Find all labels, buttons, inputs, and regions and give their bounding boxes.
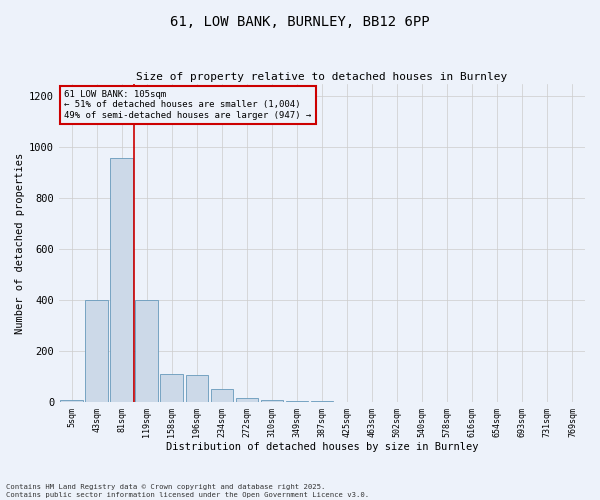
Bar — [236, 398, 258, 402]
Text: 61 LOW BANK: 105sqm
← 51% of detached houses are smaller (1,004)
49% of semi-det: 61 LOW BANK: 105sqm ← 51% of detached ho… — [64, 90, 311, 120]
Bar — [260, 400, 283, 402]
Bar — [160, 374, 183, 402]
Bar — [286, 401, 308, 402]
Text: 61, LOW BANK, BURNLEY, BB12 6PP: 61, LOW BANK, BURNLEY, BB12 6PP — [170, 15, 430, 29]
Title: Size of property relative to detached houses in Burnley: Size of property relative to detached ho… — [136, 72, 508, 82]
Y-axis label: Number of detached properties: Number of detached properties — [15, 152, 25, 334]
X-axis label: Distribution of detached houses by size in Burnley: Distribution of detached houses by size … — [166, 442, 478, 452]
Bar — [185, 376, 208, 402]
Bar — [311, 401, 333, 402]
Bar — [60, 400, 83, 402]
Bar — [110, 158, 133, 402]
Bar — [136, 300, 158, 402]
Bar — [211, 390, 233, 402]
Text: Contains HM Land Registry data © Crown copyright and database right 2025.
Contai: Contains HM Land Registry data © Crown c… — [6, 484, 369, 498]
Bar — [85, 300, 108, 402]
